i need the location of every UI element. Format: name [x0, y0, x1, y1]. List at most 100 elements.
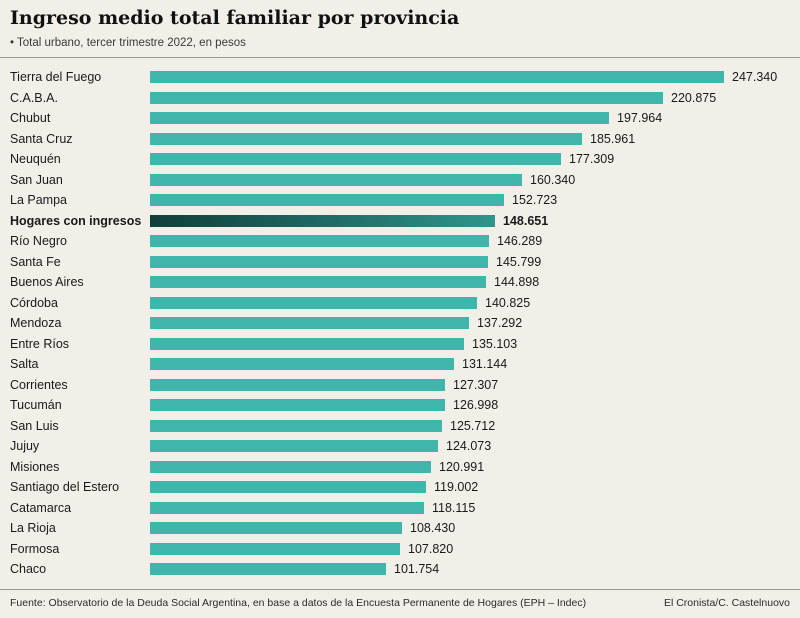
chart-footer: Fuente: Observatorio de la Deuda Social …	[0, 589, 800, 618]
bar	[150, 440, 438, 453]
bar	[150, 194, 504, 207]
chart-row: Neuquén 177.309	[0, 149, 800, 170]
chart-row: Entre Ríos 135.103	[0, 333, 800, 354]
bar	[150, 358, 454, 371]
bar	[150, 481, 426, 494]
category-label: Entre Ríos	[10, 336, 70, 351]
category-label: Formosa	[10, 541, 60, 556]
bar	[150, 235, 489, 248]
chart-row: Tierra del Fuego 247.340	[0, 67, 800, 88]
chart-row: Buenos Aires 144.898	[0, 272, 800, 293]
chart-row: La Rioja 108.430	[0, 518, 800, 539]
category-label: Río Negro	[10, 234, 67, 249]
bar	[150, 214, 495, 227]
value-label: 220.875	[671, 90, 717, 105]
chart-row: Santa Fe 145.799	[0, 251, 800, 272]
category-label: Salta	[10, 357, 39, 372]
category-label: Santa Cruz	[10, 131, 73, 146]
category-label: Corrientes	[10, 377, 68, 392]
chart-row: Río Negro 146.289	[0, 231, 800, 252]
category-label: San Luis	[10, 418, 59, 433]
value-label: 101.754	[394, 562, 440, 577]
bar	[150, 419, 442, 432]
bar	[150, 522, 402, 535]
bar-chart: Tierra del Fuego 247.340 C.A.B.A. 220.875 Ch…	[0, 58, 800, 580]
value-label: 152.723	[512, 193, 558, 208]
value-label: 197.964	[617, 111, 663, 126]
value-label: 135.103	[472, 336, 518, 351]
chart-row: Córdoba 140.825	[0, 292, 800, 313]
credit-text: El Cronista/C. Castelnuovo	[663, 597, 790, 609]
category-label: Santa Fe	[10, 254, 61, 269]
category-label: Hogares con ingresos	[10, 213, 142, 228]
value-label: 107.820	[408, 541, 454, 556]
value-label: 108.430	[410, 521, 456, 536]
bar	[150, 153, 561, 166]
value-label: 137.292	[477, 316, 523, 331]
value-label: 127.307	[453, 377, 499, 392]
bar	[150, 112, 609, 125]
value-label: 119.002	[434, 480, 479, 495]
category-label: La Rioja	[10, 521, 56, 536]
value-label: 177.309	[569, 152, 615, 167]
category-label: Córdoba	[10, 295, 58, 310]
value-label: 185.961	[590, 131, 636, 146]
chart-row: Corrientes 127.307	[0, 374, 800, 395]
chart-title: Ingreso medio total familiar por provinc…	[10, 7, 460, 29]
value-label: 160.340	[530, 172, 576, 187]
category-label: La Pampa	[10, 193, 67, 208]
category-label: Catamarca	[10, 500, 72, 515]
value-label: 125.712	[450, 418, 496, 433]
value-label: 247.340	[732, 70, 778, 85]
bar	[150, 378, 445, 391]
chart-row: Jujuy 124.073	[0, 436, 800, 457]
chart-row: Chubut 197.964	[0, 108, 800, 129]
value-label: 144.898	[494, 275, 540, 290]
bar	[150, 460, 431, 473]
category-label: Jujuy	[10, 439, 40, 454]
category-label: Tierra del Fuego	[10, 70, 102, 85]
bar	[150, 71, 724, 84]
bar	[150, 542, 400, 555]
bar	[150, 173, 522, 186]
bar	[150, 255, 488, 268]
value-label: 146.289	[497, 234, 543, 249]
chart-row: Chaco 101.754	[0, 559, 800, 580]
chart-header: Ingreso medio total familiar por provinc…	[0, 0, 800, 49]
category-label: Misiones	[10, 459, 60, 474]
bar	[150, 317, 469, 330]
value-label: 131.144	[462, 357, 508, 372]
category-label: Chubut	[10, 111, 51, 126]
bar	[150, 501, 424, 514]
value-label: 148.651	[503, 213, 549, 228]
category-label: Chaco	[10, 562, 47, 577]
chart-row: Tucumán 126.998	[0, 395, 800, 416]
chart-row: Santa Cruz 185.961	[0, 128, 800, 149]
chart-row: Misiones 120.991	[0, 456, 800, 477]
category-label: Buenos Aires	[10, 275, 84, 290]
source-text: Fuente: Observatorio de la Deuda Social …	[10, 597, 587, 609]
chart-row: Catamarca 118.115	[0, 497, 800, 518]
category-label: Mendoza	[10, 316, 62, 331]
category-label: Neuquén	[10, 152, 61, 167]
chart-row: La Pampa 152.723	[0, 190, 800, 211]
category-label: Tucumán	[10, 398, 62, 413]
value-label: 118.115	[432, 500, 476, 515]
value-label: 120.991	[439, 459, 485, 474]
bar	[150, 563, 386, 576]
bar	[150, 399, 445, 412]
value-label: 145.799	[496, 254, 542, 269]
chart-row: San Juan 160.340	[0, 169, 800, 190]
bar	[150, 296, 477, 309]
bar	[150, 132, 582, 145]
header-divider	[0, 56, 800, 58]
category-label: Santiago del Estero	[10, 480, 120, 495]
chart-row: Salta 131.144	[0, 354, 800, 375]
bar	[150, 276, 486, 289]
category-label: C.A.B.A.	[10, 90, 58, 105]
value-label: 126.998	[453, 398, 499, 413]
bar	[150, 91, 663, 104]
chart-row: San Luis 125.712	[0, 415, 800, 436]
chart-row: Mendoza 137.292	[0, 313, 800, 334]
